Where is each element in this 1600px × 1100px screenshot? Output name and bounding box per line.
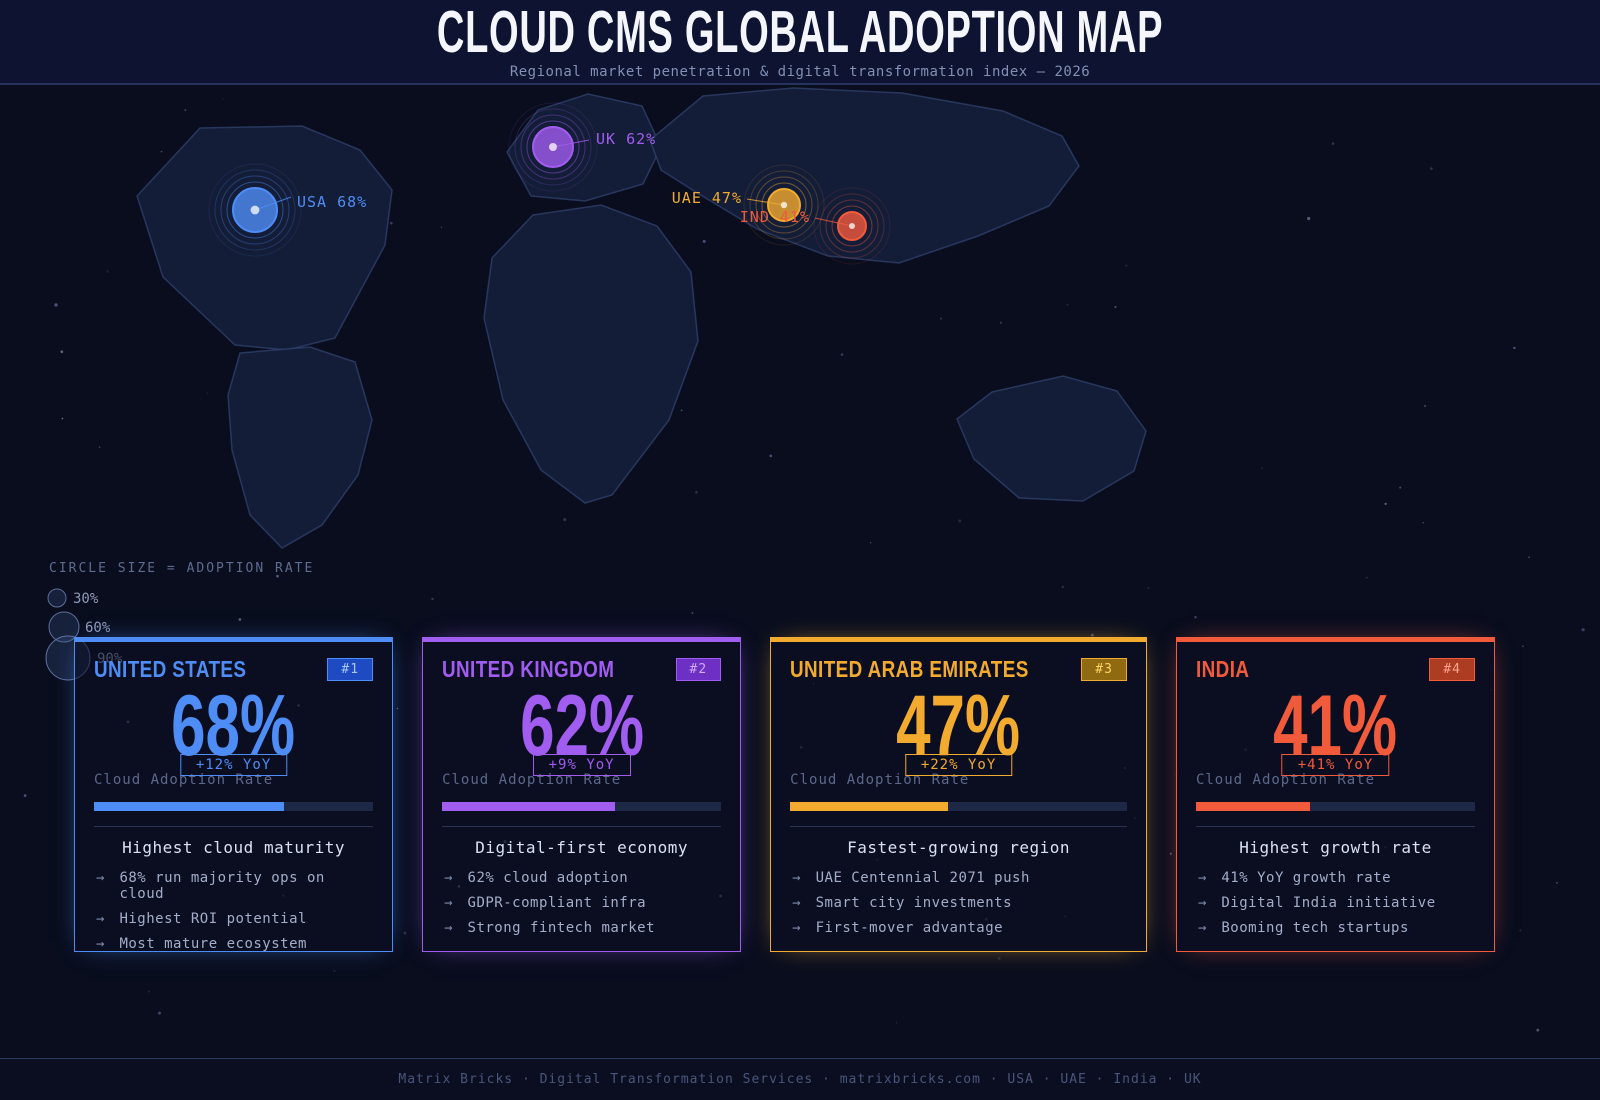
region-cards: UNITED STATES #1 68% Cloud Adoption Rate… xyxy=(74,637,1496,952)
yoy-badge: +22% YoY xyxy=(904,754,1013,776)
world-map: USA 68% UK 62% UAE 47%IND 41% xyxy=(136,87,1147,549)
card-tagline: Digital-first economy xyxy=(475,838,689,857)
arrow-icon: → xyxy=(792,895,801,911)
adoption-value: 68% xyxy=(171,678,296,774)
card-india: INDIA #4 41% Cloud Adoption Rate +41% Yo… xyxy=(1175,637,1496,952)
arrow-icon: → xyxy=(792,920,801,936)
legend-label-60: 60% xyxy=(85,620,111,636)
bullet-item: → Digital India initiative xyxy=(1197,895,1436,911)
divider xyxy=(442,826,722,827)
card-united-states: UNITED STATES #1 68% Cloud Adoption Rate… xyxy=(74,637,394,952)
progress-fill xyxy=(94,802,284,811)
yoy-badge: +41% YoY xyxy=(1281,754,1390,776)
metric-label: Cloud Adoption Rate xyxy=(1195,772,1376,788)
card-title: UNITED ARAB EMIRATES xyxy=(790,655,1029,682)
bullet-item: → GDPR-compliant infra xyxy=(444,895,647,911)
metric-label: Cloud Adoption Rate xyxy=(790,772,970,788)
adoption-value: 47% xyxy=(896,678,1021,774)
divider xyxy=(94,826,374,827)
map-marker-usa: USA 68% xyxy=(208,163,367,257)
bullet-item: → Smart city investments xyxy=(792,895,1013,911)
adoption-value: 41% xyxy=(1273,678,1398,774)
rank-badge: #3 xyxy=(1081,657,1127,681)
divider xyxy=(790,826,1127,827)
rank-badge: #4 xyxy=(1429,657,1476,681)
legend-label-30: 30% xyxy=(73,591,99,607)
arrow-icon: → xyxy=(96,870,105,886)
card-united-kingdom: UNITED KINGDOM #2 62% Cloud Adoption Rat… xyxy=(422,637,742,952)
arrow-icon: → xyxy=(96,911,105,927)
bullet-item: → First-mover advantage xyxy=(792,920,1004,936)
card-tagline: Highest cloud maturity xyxy=(122,838,345,857)
map-marker-uk: UK 62% xyxy=(508,102,656,192)
card-tagline: Fastest-growing region xyxy=(847,838,1070,857)
bullet-item: → Most mature ecosystem xyxy=(96,936,307,952)
arrow-icon: → xyxy=(96,936,105,952)
card-title: INDIA xyxy=(1195,655,1250,682)
landmass-africa xyxy=(483,204,699,504)
card-united-arab-emirates: UNITED ARAB EMIRATES #3 47% Cloud Adopti… xyxy=(770,637,1147,952)
card-tagline: Highest growth rate xyxy=(1239,838,1432,857)
landmass-south-america xyxy=(227,346,373,549)
adoption-value: 62% xyxy=(519,678,644,774)
arrow-icon: → xyxy=(1197,870,1207,886)
card-title: UNITED STATES xyxy=(94,655,247,682)
legend-circle-30 xyxy=(47,588,67,608)
page-subtitle: Regional market penetration & digital tr… xyxy=(509,63,1091,80)
header: CLOUD CMS GLOBAL ADOPTION MAP Regional m… xyxy=(0,0,1600,85)
yoy-badge: +9% YoY xyxy=(532,754,631,776)
arrow-icon: → xyxy=(792,870,801,886)
bullet-item: → 41% YoY growth rate xyxy=(1197,870,1392,886)
arrow-icon: → xyxy=(444,895,453,911)
card-title: UNITED KINGDOM xyxy=(442,655,615,682)
page-title: CLOUD CMS GLOBAL ADOPTION MAP xyxy=(436,0,1164,65)
map-marker-label-uk: UK 62% xyxy=(596,130,656,148)
arrow-icon: → xyxy=(444,920,453,936)
yoy-badge: +12% YoY xyxy=(179,754,288,776)
metric-label: Cloud Adoption Rate xyxy=(94,772,274,788)
map-marker-label-india: IND 41% xyxy=(740,208,810,226)
progress-fill xyxy=(442,802,616,811)
footer-text: Matrix Bricks · Digital Transformation S… xyxy=(398,1072,1202,1087)
footer: Matrix Bricks · Digital Transformation S… xyxy=(0,1058,1600,1100)
metric-label: Cloud Adoption Rate xyxy=(442,772,622,788)
arrow-icon: → xyxy=(1197,895,1207,911)
arrow-icon: → xyxy=(444,870,453,886)
progress-fill xyxy=(790,802,949,811)
bullet-item: → UAE Centennial 2071 push xyxy=(792,870,1030,886)
progress-track xyxy=(790,802,1127,811)
bullet-item: → Booming tech startups xyxy=(1197,920,1409,936)
legend-title: CIRCLE SIZE = ADOPTION RATE xyxy=(49,561,315,576)
rank-badge: #1 xyxy=(327,657,374,681)
landmass-australia xyxy=(956,375,1147,502)
progress-track xyxy=(1195,802,1476,811)
rank-badge: #2 xyxy=(675,657,722,681)
map-marker-uae: UAE 47% xyxy=(672,164,825,246)
divider xyxy=(1195,826,1476,827)
progress-track xyxy=(442,802,722,811)
map-marker-india: IND 41% xyxy=(740,187,891,265)
bullet-item: → Strong fintech market xyxy=(444,920,656,936)
progress-track xyxy=(94,802,374,811)
bullet-item: → Highest ROI potential xyxy=(96,911,307,927)
map-marker-label-uae: UAE 47% xyxy=(672,189,742,207)
legend-circle-60 xyxy=(48,611,80,643)
map-marker-label-usa: USA 68% xyxy=(297,193,367,211)
progress-fill xyxy=(1195,802,1311,811)
arrow-icon: → xyxy=(1197,920,1207,936)
bullet-item: → 62% cloud adoption xyxy=(444,870,629,886)
landmass-north-america xyxy=(136,125,393,351)
landmass-asia xyxy=(649,87,1080,264)
bullet-item: → 68% run majority ops on cloud xyxy=(96,870,325,902)
